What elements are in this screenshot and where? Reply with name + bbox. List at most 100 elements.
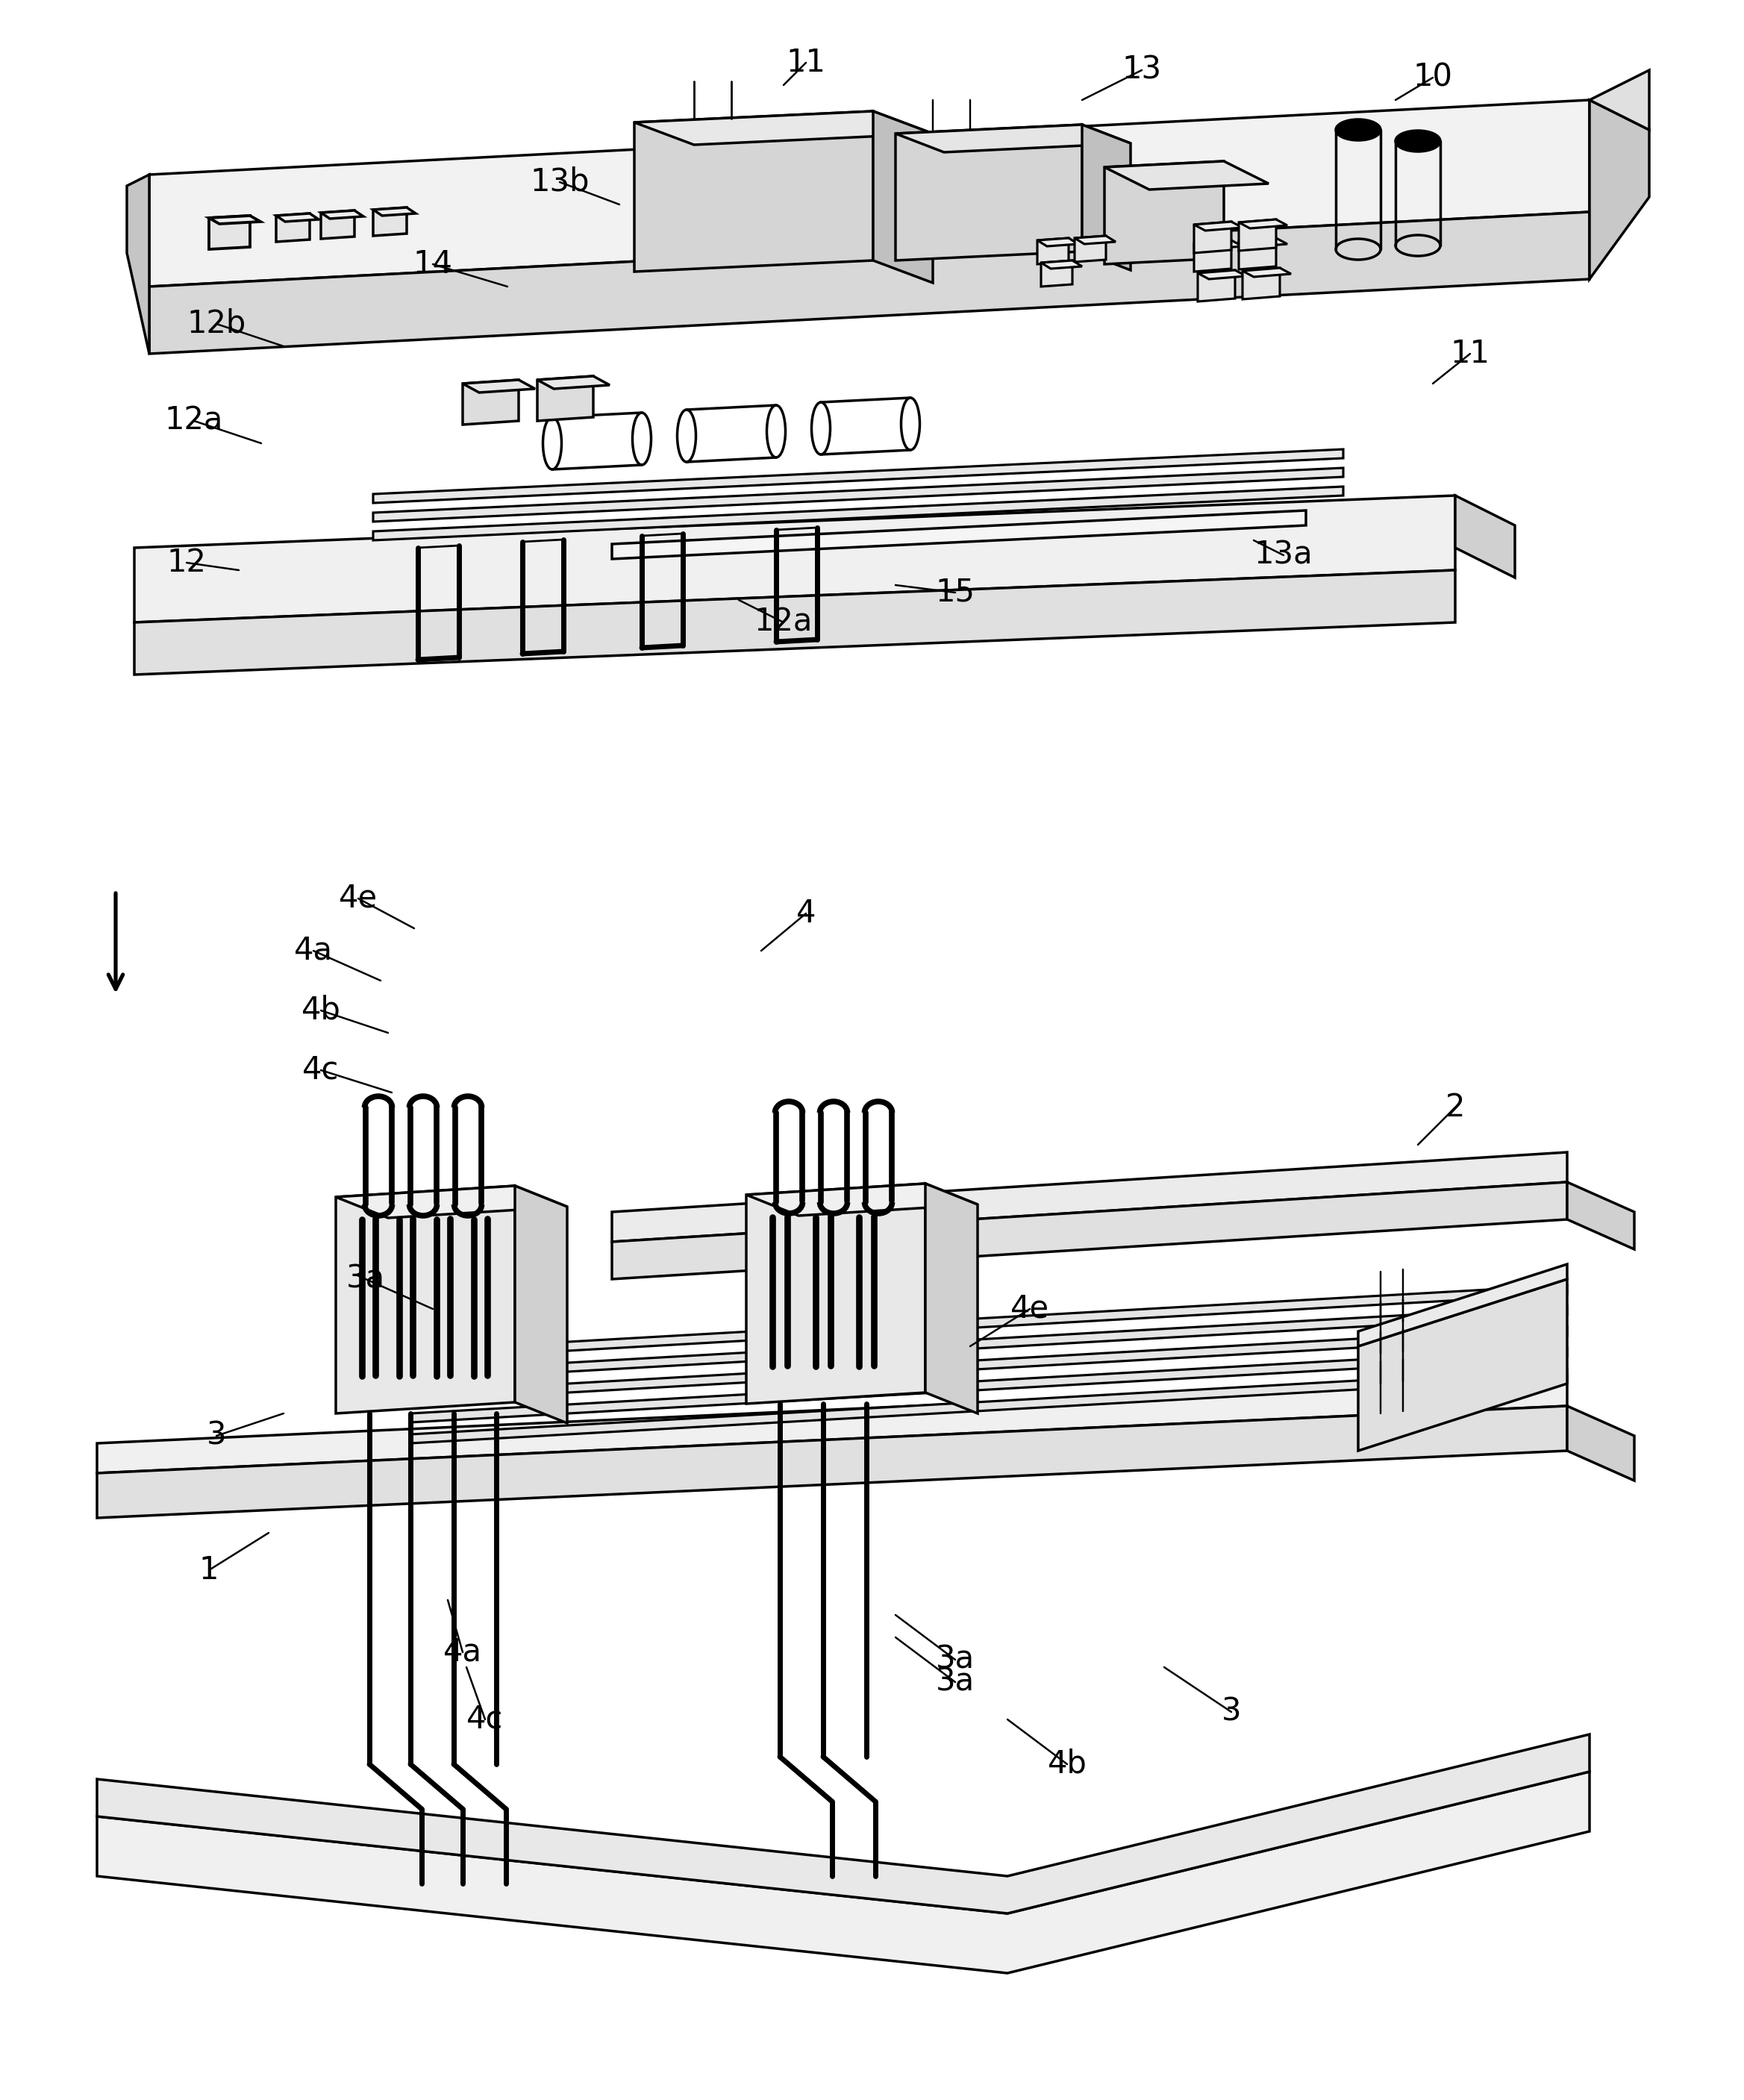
Polygon shape — [1568, 1407, 1634, 1480]
Polygon shape — [537, 376, 610, 388]
Polygon shape — [98, 1407, 1568, 1518]
Polygon shape — [373, 208, 406, 235]
Polygon shape — [1104, 162, 1224, 265]
Polygon shape — [1195, 239, 1242, 250]
Polygon shape — [537, 376, 593, 420]
Text: 4: 4 — [795, 899, 816, 928]
Polygon shape — [462, 380, 535, 393]
Text: 4a: 4a — [443, 1636, 481, 1667]
Polygon shape — [150, 101, 1589, 286]
Polygon shape — [134, 496, 1454, 622]
Polygon shape — [635, 111, 933, 145]
Polygon shape — [1104, 162, 1268, 189]
Text: 11: 11 — [1451, 338, 1489, 370]
Text: 14: 14 — [413, 248, 453, 279]
Ellipse shape — [1336, 120, 1381, 141]
Text: 13a: 13a — [1254, 540, 1313, 571]
Polygon shape — [746, 1184, 926, 1403]
Polygon shape — [98, 1376, 1568, 1472]
Polygon shape — [1238, 218, 1277, 250]
Text: 4c: 4c — [302, 1054, 340, 1086]
Polygon shape — [1359, 1264, 1568, 1346]
Polygon shape — [1074, 235, 1116, 244]
Text: 2: 2 — [1446, 1092, 1465, 1124]
Text: 3a: 3a — [347, 1264, 385, 1296]
Polygon shape — [373, 449, 1343, 504]
Text: 1: 1 — [199, 1554, 218, 1586]
Polygon shape — [1074, 235, 1106, 262]
Polygon shape — [746, 1184, 978, 1216]
Polygon shape — [1041, 260, 1081, 269]
Polygon shape — [410, 1306, 1568, 1380]
Text: 4c: 4c — [467, 1703, 504, 1735]
Text: 3a: 3a — [937, 1667, 975, 1697]
Text: 3: 3 — [1221, 1697, 1242, 1728]
Polygon shape — [209, 216, 249, 250]
Polygon shape — [612, 1182, 1568, 1279]
Polygon shape — [410, 1348, 1568, 1422]
Text: 12b: 12b — [187, 309, 246, 340]
Polygon shape — [1198, 271, 1235, 302]
Polygon shape — [1081, 124, 1130, 271]
Polygon shape — [373, 487, 1343, 540]
Polygon shape — [1568, 1182, 1634, 1250]
Polygon shape — [1038, 237, 1078, 246]
Polygon shape — [127, 174, 150, 353]
Polygon shape — [337, 1186, 567, 1218]
Polygon shape — [1589, 101, 1650, 279]
Text: 15: 15 — [935, 578, 975, 609]
Polygon shape — [321, 210, 354, 239]
Polygon shape — [895, 124, 1130, 151]
Polygon shape — [1359, 1279, 1568, 1451]
Text: 4b: 4b — [302, 995, 340, 1027]
Polygon shape — [410, 1327, 1568, 1401]
Text: 4a: 4a — [295, 935, 333, 966]
Polygon shape — [373, 468, 1343, 521]
Polygon shape — [874, 111, 933, 284]
Text: 4e: 4e — [338, 882, 378, 914]
Polygon shape — [410, 1285, 1568, 1359]
Text: 12: 12 — [167, 546, 206, 578]
Polygon shape — [612, 1153, 1568, 1241]
Text: 10: 10 — [1413, 61, 1453, 92]
Polygon shape — [1238, 237, 1287, 248]
Polygon shape — [612, 510, 1306, 559]
Text: 11: 11 — [787, 46, 825, 78]
Polygon shape — [276, 214, 310, 242]
Polygon shape — [895, 124, 1081, 260]
Polygon shape — [1041, 260, 1073, 286]
Polygon shape — [373, 208, 415, 216]
Polygon shape — [410, 1369, 1568, 1443]
Text: 3: 3 — [206, 1420, 227, 1451]
Text: 13b: 13b — [530, 166, 589, 197]
Polygon shape — [1038, 237, 1069, 265]
Polygon shape — [635, 111, 874, 271]
Polygon shape — [276, 214, 319, 223]
Polygon shape — [1242, 269, 1291, 277]
Polygon shape — [514, 1186, 567, 1424]
Polygon shape — [1198, 271, 1247, 279]
Ellipse shape — [1395, 130, 1441, 151]
Polygon shape — [98, 1772, 1589, 1974]
Text: 4e: 4e — [1010, 1294, 1050, 1325]
Polygon shape — [134, 569, 1454, 674]
Polygon shape — [1238, 237, 1277, 269]
Text: 13: 13 — [1121, 55, 1162, 86]
Polygon shape — [1589, 69, 1650, 130]
Polygon shape — [462, 380, 518, 424]
Polygon shape — [1195, 223, 1242, 231]
Polygon shape — [150, 212, 1589, 353]
Polygon shape — [209, 216, 260, 225]
Polygon shape — [926, 1184, 978, 1413]
Polygon shape — [1454, 496, 1516, 578]
Polygon shape — [1195, 239, 1231, 271]
Polygon shape — [98, 1735, 1589, 1913]
Polygon shape — [1195, 223, 1231, 252]
Text: 12a: 12a — [755, 607, 813, 638]
Polygon shape — [321, 210, 363, 218]
Text: 12a: 12a — [164, 405, 223, 437]
Polygon shape — [1242, 269, 1280, 300]
Text: 3a: 3a — [937, 1644, 975, 1676]
Polygon shape — [337, 1186, 514, 1413]
Text: 4b: 4b — [1048, 1749, 1087, 1781]
